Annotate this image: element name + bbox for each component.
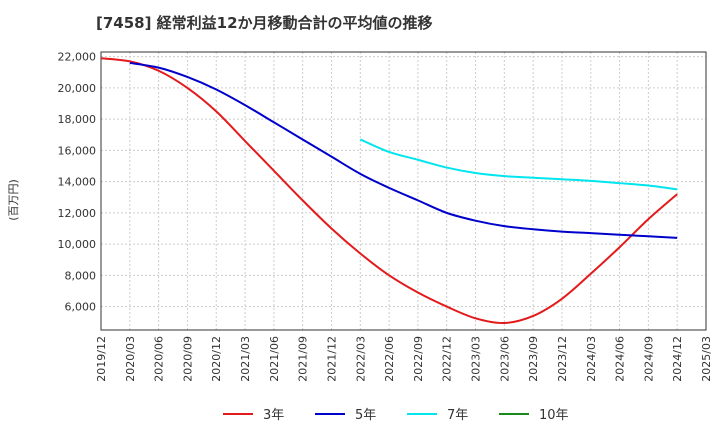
plot-area-frame (100, 51, 707, 331)
y-axis: 6,000 8,000 10,000 12,000 14,000 16,000 18,000… (58, 51, 97, 314)
legend: 3年 5年 7年 10年 (223, 408, 569, 423)
series-line-3年 (100, 57, 678, 324)
y-tick-label: 18,000 (58, 113, 97, 126)
series-line-5年 (129, 61, 678, 239)
legend-label-10年: 10年 (539, 408, 569, 423)
x-tick-label: 2019/12 (95, 336, 108, 382)
series-layer (100, 57, 678, 324)
y-tick-label: 14,000 (58, 176, 97, 189)
x-tick-label: 2024/06 (614, 336, 627, 382)
x-tick-label: 2023/09 (527, 336, 540, 382)
y-axis-label: (百万円) (7, 179, 20, 221)
x-tick-label: 2022/03 (354, 336, 367, 382)
x-tick-label: 2022/06 (383, 336, 396, 382)
legend-label-3年: 3年 (263, 408, 284, 423)
x-tick-label: 2023/06 (498, 336, 511, 382)
series-line-7年 (359, 138, 678, 191)
x-tick-label: 2020/09 (181, 336, 194, 382)
x-axis: 2019/12 2020/03 2020/06 2020/09 2020/12 2021/… (95, 336, 713, 382)
x-tick-label: 2023/12 (556, 336, 569, 382)
legend-label-7年: 7年 (447, 408, 468, 423)
y-tick-label: 20,000 (58, 82, 97, 95)
x-tick-label: 2022/09 (412, 336, 425, 382)
x-tick-label: 2022/12 (441, 336, 454, 382)
x-tick-label: 2020/12 (210, 336, 223, 382)
y-tick-label: 8,000 (65, 269, 97, 282)
y-tick-label: 12,000 (58, 207, 97, 220)
x-tick-label: 2021/06 (268, 336, 281, 382)
x-tick-label: 2023/03 (470, 336, 483, 382)
legend-label-5年: 5年 (355, 408, 376, 423)
x-tick-label: 2025/03 (700, 336, 713, 382)
chart-title: [7458] 経常利益12か月移動合計の平均値の推移 (96, 14, 433, 32)
x-tick-label: 2024/03 (585, 336, 598, 382)
x-tick-label: 2021/12 (325, 336, 338, 382)
y-tick-label: 6,000 (65, 301, 97, 314)
y-tick-label: 10,000 (58, 238, 97, 251)
y-tick-label: 22,000 (58, 51, 97, 64)
x-tick-label: 2020/06 (153, 336, 166, 382)
x-tick-label: 2021/03 (239, 336, 252, 382)
x-tick-label: 2020/03 (124, 336, 137, 382)
y-tick-label: 16,000 (58, 144, 97, 157)
x-tick-label: 2024/09 (642, 336, 655, 382)
grid-lines (100, 52, 707, 330)
x-tick-label: 2021/09 (297, 336, 310, 382)
x-tick-label: 2024/12 (671, 336, 684, 382)
